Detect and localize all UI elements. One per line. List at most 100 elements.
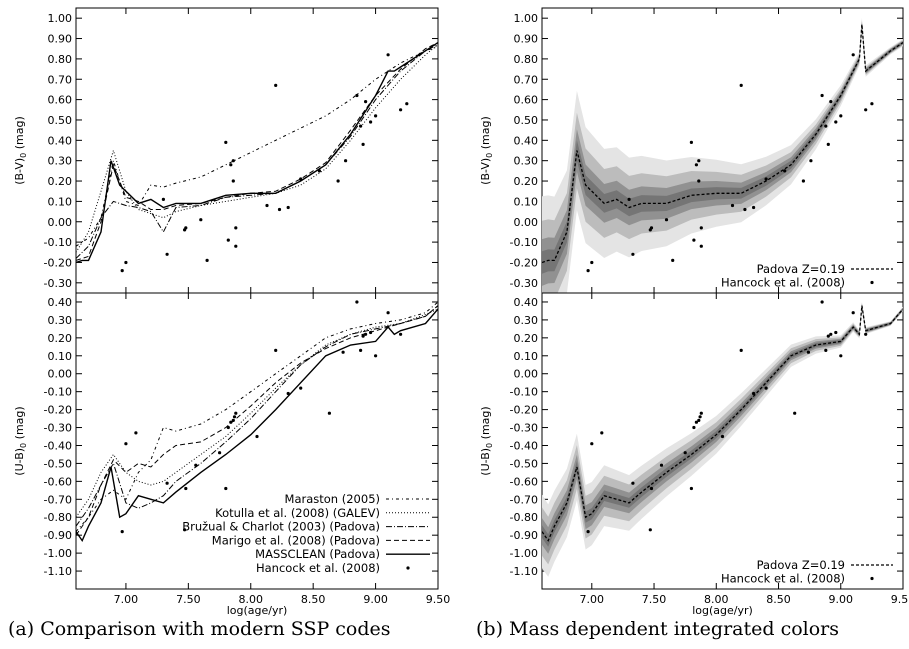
data-point <box>720 434 725 439</box>
y-axis-label-sub: 0 <box>19 443 28 448</box>
data-point <box>648 528 652 532</box>
plot-area <box>76 300 438 543</box>
data-point <box>265 203 269 208</box>
series-line-2 <box>76 44 438 259</box>
y-axis-label: (B-V)0 (mag) <box>13 116 28 185</box>
y-tick-label: 0.00 <box>48 216 73 229</box>
data-point <box>234 244 238 248</box>
y-tick-label: 0.20 <box>48 332 73 345</box>
y-tick-label: 0.10 <box>514 350 539 363</box>
data-point <box>234 226 238 230</box>
data-point <box>218 451 222 455</box>
y-tick-label: 0.80 <box>48 53 73 66</box>
y-tick-label: -0.80 <box>510 511 538 524</box>
data-point <box>386 53 390 57</box>
data-point <box>851 311 855 315</box>
data-point <box>664 218 669 222</box>
data-point <box>405 102 409 106</box>
data-point <box>165 481 169 485</box>
y-tick-label: -0.50 <box>44 457 72 470</box>
data-point <box>361 334 365 338</box>
legend-label: MASSCLEAN (Padova) <box>255 547 380 561</box>
y-axis-label-unit: (mag) <box>479 116 492 153</box>
data-point <box>586 269 590 273</box>
data-point <box>183 528 187 532</box>
y-axis-label-sub: 0 <box>485 153 494 158</box>
legend-a: Maraston (2005)Kotulla et al. (2008) (GA… <box>182 492 430 575</box>
plot-frame <box>541 292 904 590</box>
series-line-4 <box>76 42 438 264</box>
data-point <box>826 334 830 338</box>
y-tick-label: 0.10 <box>48 350 73 363</box>
data-point <box>255 434 259 439</box>
data-point <box>820 300 824 304</box>
legend-label: Padova Z=0.19 <box>757 558 845 572</box>
y-tick-label: 0.00 <box>514 368 539 381</box>
data-point <box>232 415 237 419</box>
y-tick-label: 0.40 <box>48 134 73 147</box>
data-point <box>355 300 359 304</box>
data-point <box>631 252 635 256</box>
y-tick-label: 0.30 <box>514 155 539 168</box>
y-tick-label: -0.10 <box>510 236 538 249</box>
data-point <box>120 269 124 273</box>
data-point <box>274 83 278 87</box>
data-point <box>386 311 390 315</box>
y-tick-label: -0.70 <box>510 493 538 506</box>
series-line-4 <box>76 308 438 543</box>
data-point <box>359 348 363 352</box>
data-point <box>205 258 209 262</box>
data-point <box>399 332 403 336</box>
data-point <box>286 205 290 210</box>
y-tick-label: -0.30 <box>44 277 72 290</box>
data-point <box>829 100 833 104</box>
y-tick-label: -0.20 <box>510 404 538 417</box>
data-point <box>699 244 703 248</box>
data-point <box>194 463 198 467</box>
y-tick-label: 0.20 <box>514 332 539 345</box>
y-axis-label-sub: 0 <box>485 443 494 448</box>
data-point <box>824 348 828 352</box>
y-tick-label: -1.00 <box>44 547 72 560</box>
y-tick-label: 0.60 <box>48 94 73 107</box>
data-point <box>231 159 235 163</box>
legend-label: Kotulla et al. (2008) (GALEV) <box>215 506 380 520</box>
caption-b: (b) Mass dependent integrated colors <box>476 618 839 640</box>
y-axis-label-unit: (mag) <box>13 406 26 443</box>
data-point <box>229 420 233 424</box>
y-tick-label: 0.80 <box>514 53 539 66</box>
y-axis-label: (U-B)0 (mag) <box>479 406 494 475</box>
y-tick-label: 1.00 <box>48 12 73 25</box>
data-point <box>590 442 594 446</box>
data-point <box>801 179 806 183</box>
legend-label: Hancock et al. (2008) <box>721 276 845 290</box>
legend-point <box>406 566 410 570</box>
y-tick-label: 0.30 <box>514 314 539 327</box>
data-point <box>224 486 228 491</box>
x-tick-label: 8.50 <box>301 593 326 606</box>
x-tick-label: 7.50 <box>176 593 201 606</box>
data-point <box>277 207 282 212</box>
series-line-padova <box>542 305 903 542</box>
data-point <box>697 159 701 163</box>
y-tick-label: -0.60 <box>510 475 538 488</box>
data-point <box>374 354 378 358</box>
y-tick-label: 0.10 <box>514 195 539 208</box>
y-tick-label: -1.10 <box>510 565 538 578</box>
caption-a: (a) Comparison with modern SSP codes <box>8 618 391 640</box>
plot-frame <box>75 7 439 294</box>
x-tick-label: 8.50 <box>766 593 791 606</box>
plot-area <box>542 300 903 577</box>
panel-a-bottom: 0.40 0.30 0.20 0.10 0.00 -0.10 -0.20 -0.30 -0.40… <box>13 292 450 617</box>
y-tick-label: 0.50 <box>48 114 73 127</box>
data-point <box>809 159 813 163</box>
data-point <box>699 226 703 230</box>
y-tick-label: 0.90 <box>514 33 539 46</box>
data-point <box>739 83 743 87</box>
data-point <box>697 179 701 183</box>
y-tick-label: 0.70 <box>48 73 73 86</box>
data-point <box>698 415 702 419</box>
y-tick-label: -0.30 <box>44 422 72 435</box>
